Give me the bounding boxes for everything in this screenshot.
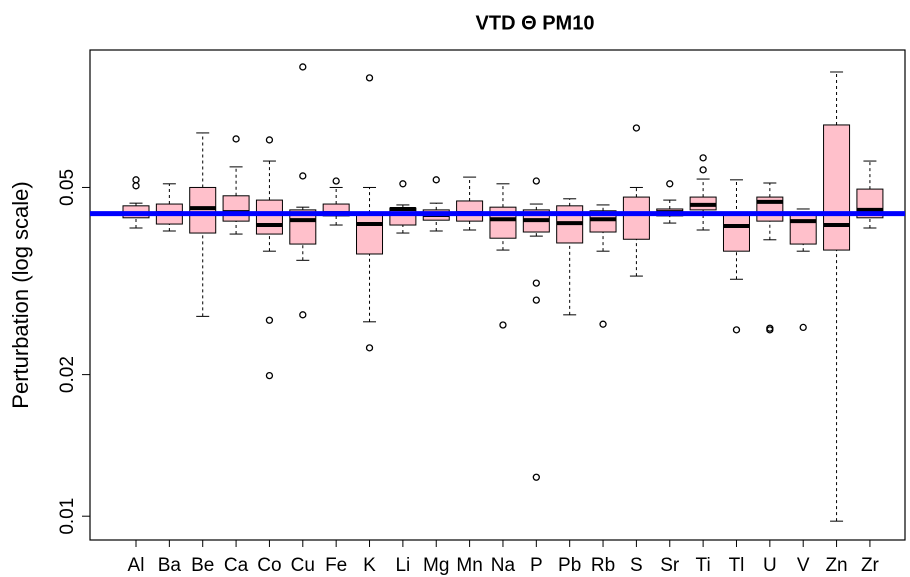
outlier [132, 176, 140, 184]
x-tick-label: Li [395, 555, 410, 576]
box [722, 214, 750, 252]
outlier [666, 180, 674, 188]
y-axis-label: Perturbation (log scale) [8, 181, 33, 408]
y-tick-label: 0.02 [57, 356, 78, 393]
x-tick-label: K [363, 555, 376, 576]
x-tick-label: Al [128, 555, 145, 576]
outlier [532, 177, 540, 185]
outlier [265, 136, 274, 144]
outlier [699, 166, 707, 174]
outlier [599, 320, 607, 328]
x-tick-label: Zn [825, 555, 847, 576]
box [622, 196, 650, 240]
outlier [265, 371, 274, 380]
x-tick-label: Fe [325, 555, 347, 576]
outlier [699, 154, 707, 162]
outlier [299, 172, 307, 180]
x-tick-label: Zr [861, 555, 880, 576]
x-tick-label: S [630, 555, 643, 576]
x-tick-label: Rb [591, 555, 615, 576]
box [823, 124, 851, 251]
outlier [766, 326, 774, 334]
x-tick-label: Cu [291, 555, 315, 576]
outlier [732, 326, 741, 334]
outlier [532, 279, 540, 287]
outlier [399, 180, 407, 188]
x-tick-label: Na [491, 555, 516, 576]
outlier [299, 63, 307, 71]
box [189, 186, 217, 234]
outlier [365, 344, 374, 352]
outlier [232, 135, 240, 143]
box [356, 212, 384, 255]
outlier [299, 311, 307, 319]
x-tick-label: Be [191, 555, 214, 576]
x-tick-label: Ba [158, 555, 182, 576]
x-tick-label: Tl [729, 555, 745, 576]
outlier [632, 124, 641, 132]
x-tick-label: U [763, 555, 777, 576]
x-tick-label: Mg [423, 555, 449, 576]
x-tick-label: P [530, 555, 543, 576]
plot-frame [89, 49, 906, 541]
outlier [365, 74, 374, 82]
x-tick-label: Pb [558, 555, 581, 576]
outlier [265, 316, 274, 324]
outlier [132, 182, 140, 190]
y-tick-label: 0.01 [57, 498, 78, 535]
outlier [532, 296, 540, 304]
x-tick-label: Sr [660, 555, 680, 576]
y-tick-label: 0.05 [57, 169, 78, 206]
chart-title: VTD Θ PM10 [476, 12, 595, 34]
outlier [532, 473, 540, 481]
box [589, 210, 617, 233]
outlier [432, 176, 440, 184]
box [222, 195, 250, 222]
outlier [799, 323, 807, 332]
box [255, 199, 283, 235]
outlier [499, 321, 507, 329]
x-tick-label: Co [257, 555, 281, 576]
x-tick-label: Mn [456, 555, 482, 576]
x-tick-label: Ti [696, 555, 711, 576]
x-tick-label: Ca [224, 555, 249, 576]
x-tick-label: V [797, 555, 810, 576]
outlier [332, 177, 340, 185]
box [456, 200, 484, 222]
